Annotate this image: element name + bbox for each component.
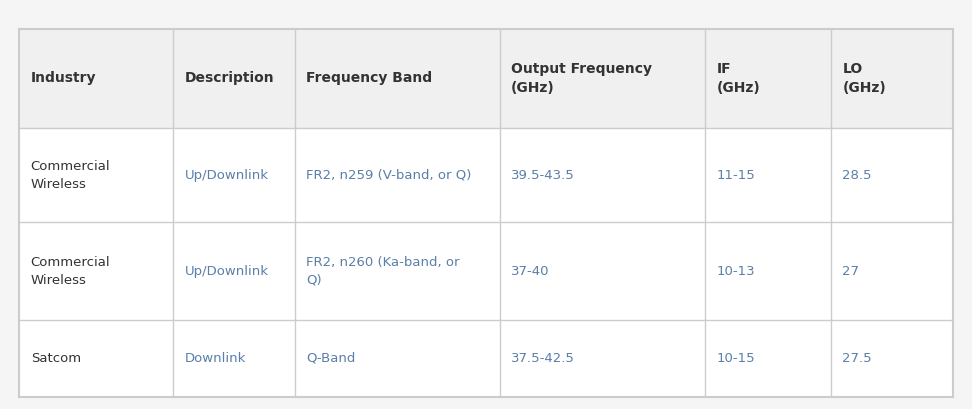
- Text: 10-15: 10-15: [716, 352, 755, 365]
- Text: 39.5-43.5: 39.5-43.5: [511, 169, 575, 182]
- FancyBboxPatch shape: [19, 29, 953, 397]
- Text: Up/Downlink: Up/Downlink: [185, 265, 268, 278]
- FancyBboxPatch shape: [19, 128, 953, 222]
- Text: Output Frequency
(GHz): Output Frequency (GHz): [511, 62, 652, 95]
- Text: Frequency Band: Frequency Band: [306, 72, 432, 85]
- Text: Q-Band: Q-Band: [306, 352, 356, 365]
- Text: Up/Downlink: Up/Downlink: [185, 169, 268, 182]
- Text: IF
(GHz): IF (GHz): [716, 62, 760, 95]
- Text: Commercial
Wireless: Commercial Wireless: [31, 256, 110, 287]
- Text: 37-40: 37-40: [511, 265, 550, 278]
- Text: Description: Description: [185, 72, 274, 85]
- Text: 10-13: 10-13: [716, 265, 755, 278]
- Text: Downlink: Downlink: [185, 352, 246, 365]
- FancyBboxPatch shape: [19, 320, 953, 397]
- Text: Industry: Industry: [31, 72, 96, 85]
- Text: FR2, n259 (V-band, or Q): FR2, n259 (V-band, or Q): [306, 169, 471, 182]
- Text: 28.5: 28.5: [843, 169, 872, 182]
- Text: LO
(GHz): LO (GHz): [843, 62, 886, 95]
- Text: 27.5: 27.5: [843, 352, 872, 365]
- Text: Commercial
Wireless: Commercial Wireless: [31, 160, 110, 191]
- FancyBboxPatch shape: [19, 29, 953, 128]
- Text: Satcom: Satcom: [31, 352, 81, 365]
- Text: FR2, n260 (Ka-band, or
Q): FR2, n260 (Ka-band, or Q): [306, 256, 460, 287]
- FancyBboxPatch shape: [19, 222, 953, 320]
- Text: 11-15: 11-15: [716, 169, 755, 182]
- Text: 37.5-42.5: 37.5-42.5: [511, 352, 575, 365]
- Text: 27: 27: [843, 265, 859, 278]
